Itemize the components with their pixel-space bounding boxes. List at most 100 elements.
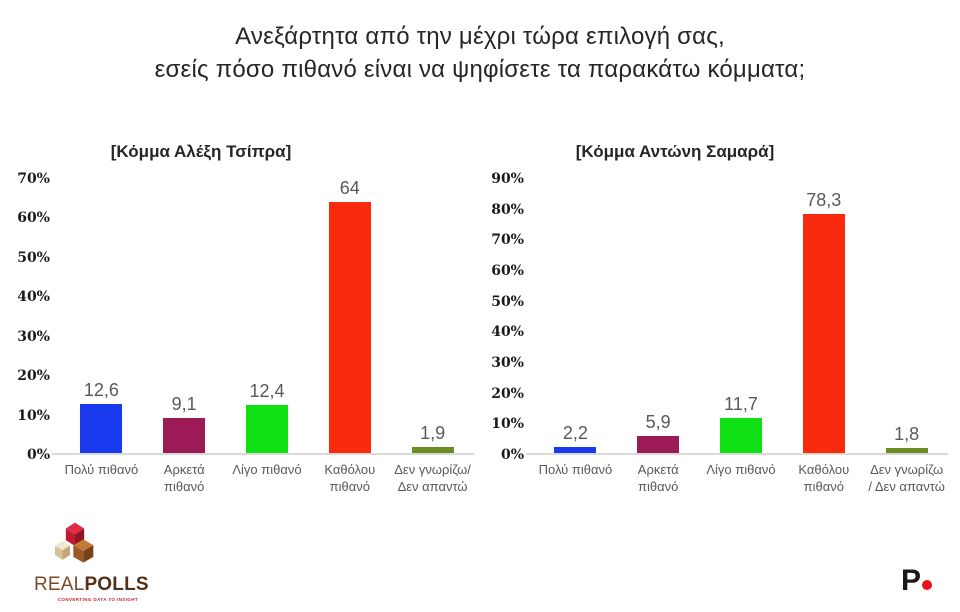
bar bbox=[637, 435, 680, 454]
y-axis-tick-label: 20% bbox=[17, 368, 50, 385]
cube-face bbox=[62, 545, 70, 560]
plot-columns: 2,2 5,9 11,7 78,3 1,8 bbox=[534, 178, 948, 454]
bar bbox=[802, 213, 845, 454]
page-title: Ανεξάρτητα από την μέχρι τώρα επιλογή σα… bbox=[0, 0, 960, 86]
page-title-line2: εσείς πόσο πιθανό είναι να ψηφίσετε τα π… bbox=[154, 56, 806, 83]
category-label: Καθόλου πιθανό bbox=[798, 462, 850, 495]
bar bbox=[885, 448, 928, 454]
category-label: Λίγο πιθανό bbox=[706, 462, 776, 477]
bar bbox=[554, 447, 597, 454]
cube-face bbox=[83, 545, 94, 563]
category-label: Καθόλου πιθανό bbox=[324, 462, 376, 495]
bar-value-label: 78,3 bbox=[806, 189, 842, 210]
cube-face bbox=[73, 545, 84, 563]
y-axis-tick-label: 80% bbox=[491, 201, 524, 218]
publisher-letter: P bbox=[900, 564, 921, 597]
bar-value-label: 11,7 bbox=[724, 394, 758, 415]
y-axis-tick-label: 70% bbox=[17, 171, 50, 187]
bar-chart-2: [Κόμμα Αντώνη Σαμαρά] 0% 10% 20% 30% 40% 50% 60… bbox=[480, 142, 954, 495]
bar bbox=[719, 418, 762, 454]
x-axis-line bbox=[52, 453, 474, 455]
y-axis-tick-label: 50% bbox=[17, 249, 50, 266]
bar-column: 12,6 bbox=[60, 178, 143, 454]
y-axis-tick-label: 60% bbox=[491, 263, 524, 279]
y-axis: 0% 10% 20% 30% 40% 50% 60% 70% 80% 90% bbox=[480, 171, 534, 463]
x-axis-labels: Πολύ πιθανό Αρκετά πιθανό Λίγο πιθανό Καθόλ… bbox=[480, 461, 954, 495]
page-title-line1: Ανεξάρτητα από την μέχρι τώρα επιλογή σα… bbox=[235, 23, 725, 50]
plot-columns: 12,6 9,1 12,4 64 1,9 bbox=[60, 178, 474, 454]
chart-title: [Κόμμα Αλέξη Τσίπρα] bbox=[110, 142, 292, 161]
bar-column: 12,4 bbox=[226, 178, 309, 454]
realpolls-wordmark-real: REAL bbox=[34, 574, 85, 595]
x-axis-spacer bbox=[6, 461, 60, 495]
bar-column: 2,2 bbox=[534, 178, 617, 454]
cube-face bbox=[55, 545, 63, 560]
publisher-red-dot-icon bbox=[922, 580, 932, 590]
bar-value-label: 2,2 bbox=[562, 423, 588, 444]
realpolls-cube-icon bbox=[55, 522, 94, 563]
bar-value-label: 5,9 bbox=[645, 411, 671, 432]
cube-face bbox=[65, 522, 85, 535]
category-label: Δεν γνωρίζω/Δεν απαντώ bbox=[394, 462, 471, 495]
bar bbox=[328, 201, 371, 454]
y-axis-tick-label: 30% bbox=[17, 328, 50, 345]
footer: REALPOLLS CONVERTING DATA TO INSIGHT P bbox=[0, 520, 960, 612]
bar-value-label: 1,8 bbox=[894, 424, 920, 445]
bar bbox=[80, 404, 123, 454]
category-label: Αρκετά πιθανό bbox=[163, 462, 205, 495]
y-axis: 0% 10% 20% 30% 40% 50% 60% 70% bbox=[6, 171, 60, 463]
bar bbox=[411, 446, 454, 454]
category-label: Πολύ πιθανό bbox=[64, 462, 139, 477]
bar-value-label: 64 bbox=[339, 177, 360, 198]
x-axis-spacer bbox=[480, 461, 534, 495]
bar-value-label: 1,9 bbox=[420, 422, 446, 443]
bar-column: 64 bbox=[308, 178, 391, 454]
category-label: Δεν γνωρίζω / Δεν απαντώ bbox=[868, 462, 945, 495]
cube-face bbox=[55, 541, 70, 551]
category-label: Λίγο πιθανό bbox=[232, 462, 302, 477]
y-axis-tick-label: 0% bbox=[500, 447, 524, 463]
y-axis-tick-label: 70% bbox=[491, 232, 524, 249]
chart-body: 0% 10% 20% 30% 40% 50% 60% 70% 80% 90% 2,2 5,9 11,7 7… bbox=[480, 171, 954, 463]
y-axis-tick-label: 50% bbox=[491, 293, 524, 310]
y-axis-tick-label: 90% bbox=[491, 171, 524, 187]
bar-column: 1,9 bbox=[391, 178, 474, 454]
y-axis-tick-label: 30% bbox=[491, 355, 524, 371]
category-label: Αρκετά πιθανό bbox=[637, 462, 679, 495]
realpolls-tagline: CONVERTING DATA TO INSIGHT bbox=[57, 597, 138, 602]
realpolls-wordmark-polls: POLLS bbox=[84, 574, 149, 595]
bar-value-label: 9,1 bbox=[171, 394, 197, 415]
plot-area: 2,2 5,9 11,7 78,3 1,8 bbox=[526, 178, 948, 455]
plot-area: 12,6 9,1 12,4 64 1,9 bbox=[52, 178, 474, 455]
category-labels: Πολύ πιθανό Αρκετά πιθανό Λίγο πιθανό Καθόλ… bbox=[60, 461, 474, 495]
realpolls-logo: REALPOLLS CONVERTING DATA TO INSIGHT bbox=[34, 520, 149, 602]
bar bbox=[163, 418, 206, 454]
publisher-logo: P bbox=[901, 566, 932, 596]
x-axis-line bbox=[526, 453, 948, 455]
bar-column: 78,3 bbox=[782, 178, 865, 454]
x-axis-labels: Πολύ πιθανό Αρκετά πιθανό Λίγο πιθανό Καθόλ… bbox=[6, 461, 480, 495]
charts-row: [Κόμμα Αλέξη Τσίπρα] 0% 10% 20% 30% 40% 50% 60%… bbox=[0, 142, 960, 495]
y-axis-tick-label: 10% bbox=[17, 407, 50, 424]
cube-face bbox=[75, 528, 85, 546]
y-axis-tick-label: 40% bbox=[491, 324, 524, 341]
y-axis-tick-label: 20% bbox=[491, 385, 524, 402]
chart-body: 0% 10% 20% 30% 40% 50% 60% 70% 12,6 9,1 12,4 64 1,9 bbox=[6, 171, 480, 463]
bar-column: 11,7 bbox=[700, 178, 783, 454]
category-labels: Πολύ πιθανό Αρκετά πιθανό Λίγο πιθανό Καθόλ… bbox=[534, 461, 948, 495]
bar-chart-1: [Κόμμα Αλέξη Τσίπρα] 0% 10% 20% 30% 40% 50% 60%… bbox=[6, 142, 480, 495]
y-axis-tick-label: 10% bbox=[491, 416, 524, 433]
cube-face bbox=[73, 539, 94, 551]
bar-value-label: 12,6 bbox=[83, 380, 119, 401]
realpolls-wordmark: REALPOLLS bbox=[34, 574, 149, 596]
bar-column: 5,9 bbox=[617, 178, 700, 454]
bar-value-label: 12,4 bbox=[249, 381, 285, 402]
bar-column: 9,1 bbox=[143, 178, 226, 454]
y-axis-tick-label: 0% bbox=[26, 447, 50, 463]
category-label: Πολύ πιθανό bbox=[538, 462, 613, 477]
chart-title: [Κόμμα Αντώνη Σαμαρά] bbox=[575, 142, 775, 161]
bar bbox=[245, 405, 288, 454]
y-axis-tick-label: 40% bbox=[17, 289, 50, 306]
y-axis-tick-label: 60% bbox=[17, 210, 50, 227]
